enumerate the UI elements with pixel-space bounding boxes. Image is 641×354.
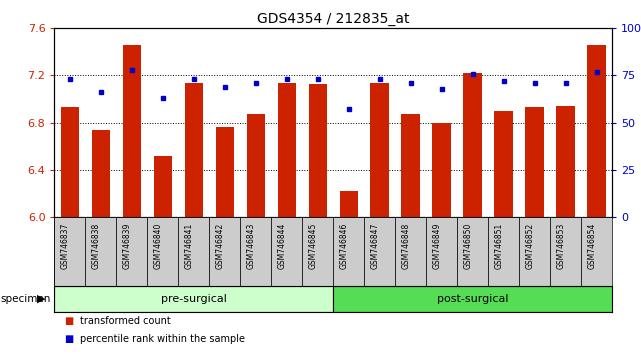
Bar [401, 114, 420, 217]
Bar [488, 217, 519, 286]
Bar [581, 217, 612, 286]
Bar [395, 217, 426, 286]
Text: GSM746850: GSM746850 [463, 223, 472, 269]
Text: GSM746848: GSM746848 [402, 223, 411, 269]
Bar [278, 82, 296, 217]
Bar [550, 217, 581, 286]
Bar [463, 73, 482, 217]
Text: GSM746854: GSM746854 [588, 223, 597, 269]
Bar [240, 217, 271, 286]
Text: pre-surgical: pre-surgical [161, 294, 227, 304]
Text: GSM746842: GSM746842 [216, 223, 225, 269]
Bar [457, 217, 488, 286]
Bar [122, 45, 141, 217]
Text: GSM746845: GSM746845 [309, 223, 318, 269]
Text: GSM746839: GSM746839 [123, 223, 132, 269]
Bar [340, 191, 358, 217]
Bar [271, 217, 303, 286]
Text: GSM746841: GSM746841 [185, 223, 194, 269]
Bar [54, 217, 85, 286]
Bar [303, 217, 333, 286]
Text: specimen: specimen [1, 294, 51, 304]
Title: GDS4354 / 212835_at: GDS4354 / 212835_at [257, 12, 410, 26]
Bar [210, 217, 240, 286]
Bar [54, 286, 333, 312]
Bar [333, 217, 364, 286]
Bar [587, 45, 606, 217]
Bar [519, 217, 550, 286]
Bar [92, 130, 110, 217]
Bar [178, 217, 210, 286]
Text: ■: ■ [64, 316, 73, 326]
Text: GSM746853: GSM746853 [556, 223, 565, 269]
Bar [308, 84, 327, 217]
Text: GSM746851: GSM746851 [495, 223, 504, 269]
Text: GSM746843: GSM746843 [247, 223, 256, 269]
Bar [147, 217, 178, 286]
Bar [333, 286, 628, 312]
Text: GSM746837: GSM746837 [61, 223, 70, 269]
Text: transformed count: transformed count [80, 316, 171, 326]
Bar [247, 114, 265, 217]
Text: GSM746852: GSM746852 [526, 223, 535, 269]
Bar [426, 217, 457, 286]
Text: GSM746840: GSM746840 [154, 223, 163, 269]
Bar [556, 106, 575, 217]
Bar [526, 107, 544, 217]
Bar [185, 82, 203, 217]
Bar [364, 217, 395, 286]
Bar [85, 217, 117, 286]
Bar [370, 82, 389, 217]
Text: ■: ■ [64, 334, 73, 344]
Text: GSM746849: GSM746849 [433, 223, 442, 269]
Text: GSM746846: GSM746846 [340, 223, 349, 269]
Bar [154, 156, 172, 217]
Bar [117, 217, 147, 286]
Bar [433, 123, 451, 217]
Bar [215, 127, 234, 217]
Bar [494, 111, 513, 217]
Text: GSM746844: GSM746844 [278, 223, 287, 269]
Text: ▶: ▶ [37, 294, 46, 304]
Bar [61, 107, 79, 217]
Text: post-surgical: post-surgical [437, 294, 508, 304]
Text: GSM746838: GSM746838 [92, 223, 101, 269]
Text: GSM746847: GSM746847 [370, 223, 379, 269]
Text: percentile rank within the sample: percentile rank within the sample [80, 334, 245, 344]
